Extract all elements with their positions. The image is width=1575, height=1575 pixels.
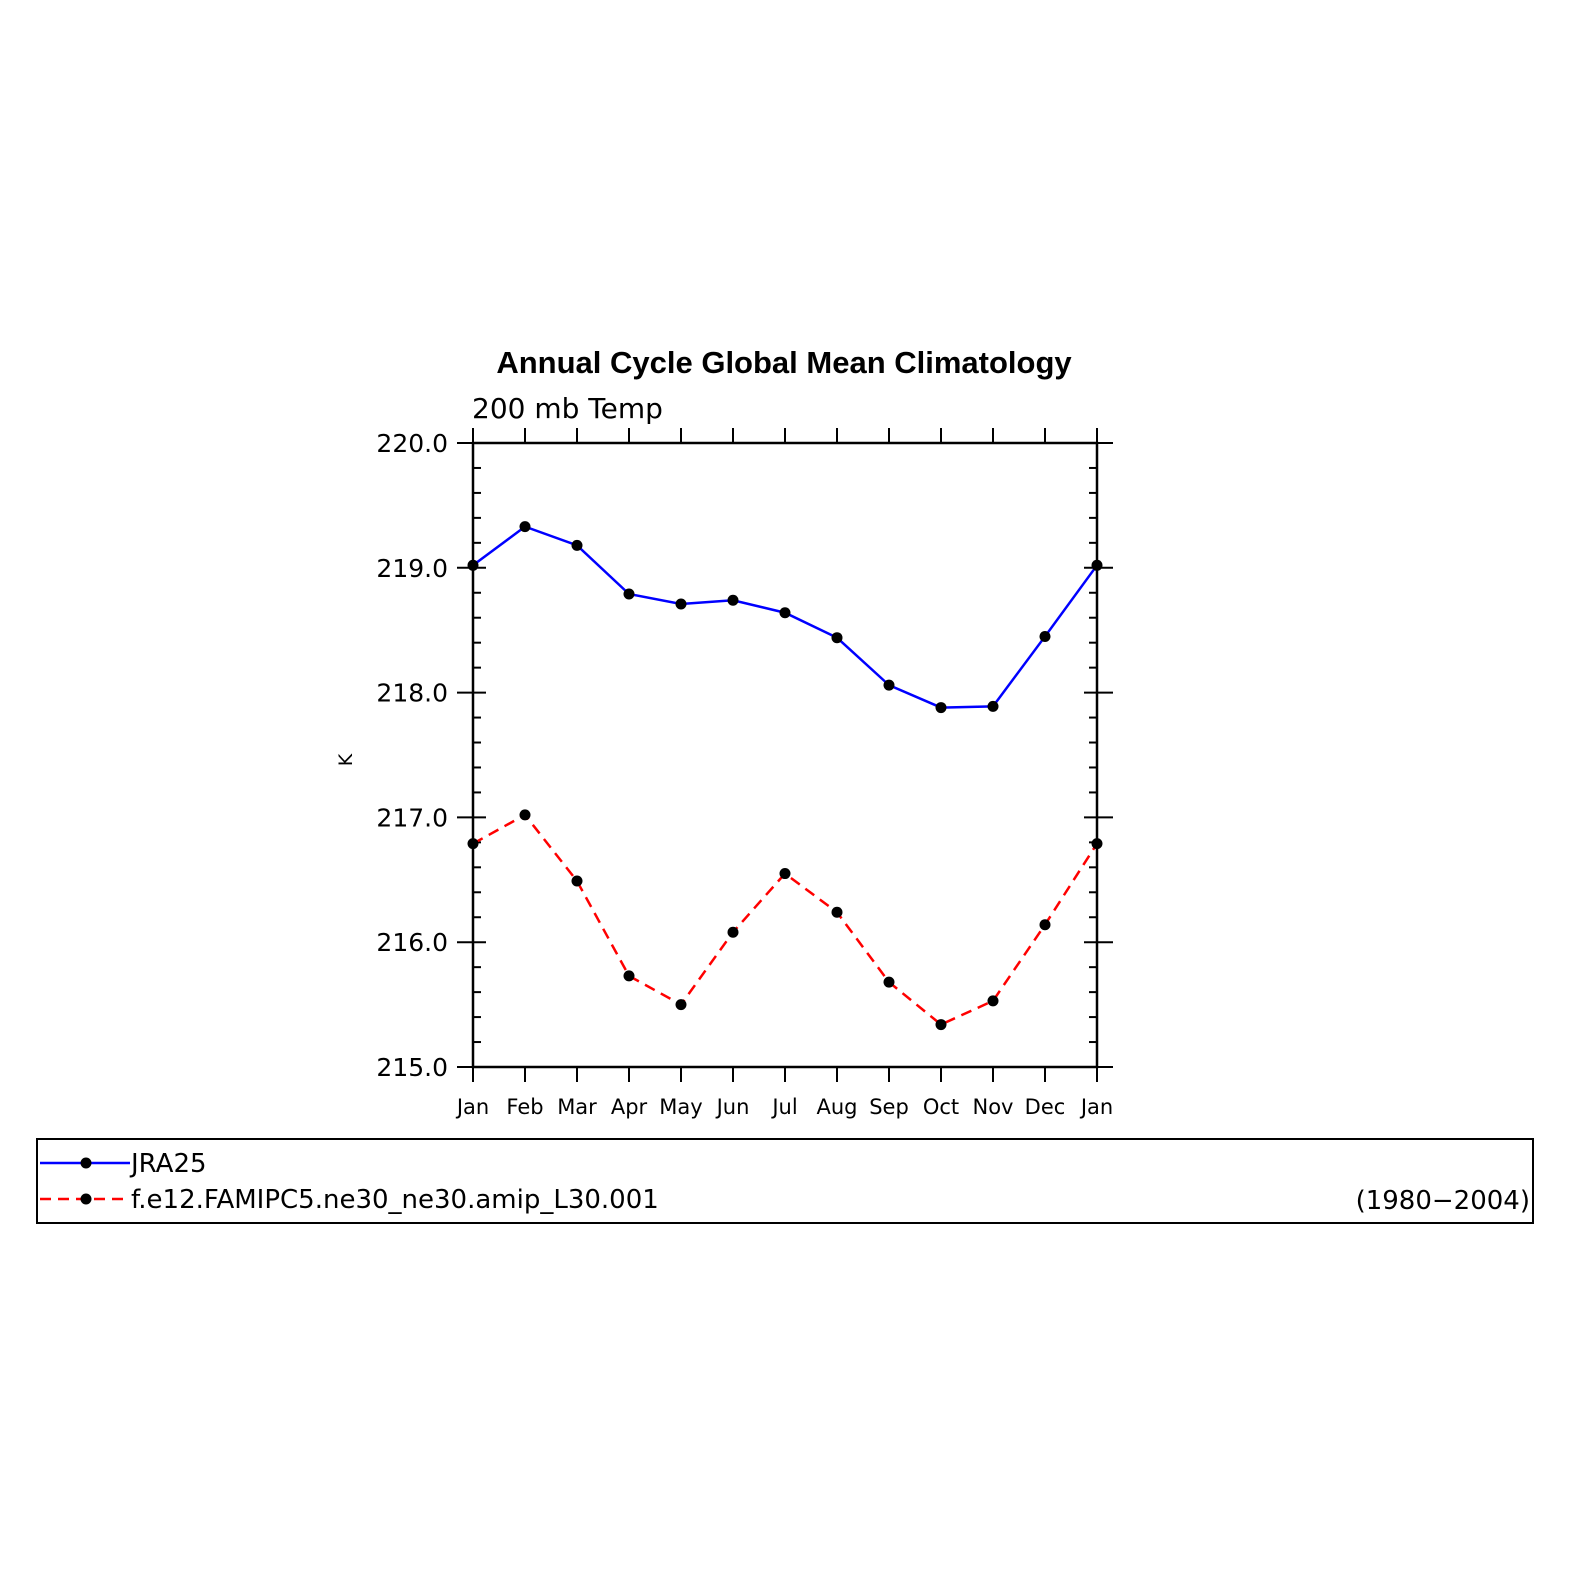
series-point-1 xyxy=(675,999,687,1011)
series-point-0 xyxy=(1091,559,1103,571)
series-point-0 xyxy=(467,559,479,571)
x-tick-labels: Jan Feb Mar Apr May Jun Jul Aug Sep Oct Nov Dec Jan xyxy=(455,1095,1113,1119)
series-point-0 xyxy=(883,679,895,691)
x-tick-label: Sep xyxy=(869,1095,909,1119)
series-point-0 xyxy=(987,700,999,712)
x-tick-label: Nov xyxy=(973,1095,1014,1119)
series-point-1 xyxy=(1091,838,1103,850)
chart-subtitle: 200 mb Temp xyxy=(472,392,663,425)
series-point-0 xyxy=(675,598,687,610)
series-point-1 xyxy=(935,1019,947,1031)
legend-swatch-marker xyxy=(80,1193,92,1205)
y-tick-label: 218.0 xyxy=(376,679,448,708)
series-layer xyxy=(467,521,1103,1031)
plot-frame xyxy=(471,441,1099,1069)
series-point-0 xyxy=(623,588,635,600)
axis-ticks xyxy=(457,428,1113,1082)
series-point-0 xyxy=(935,702,947,714)
series-point-0 xyxy=(727,594,739,606)
series-point-1 xyxy=(779,868,791,880)
y-tick-label: 215.0 xyxy=(376,1053,448,1082)
legend-period: (1980−2004) xyxy=(1356,1186,1530,1216)
x-tick-label: Dec xyxy=(1025,1095,1066,1119)
x-tick-label: Aug xyxy=(816,1095,857,1119)
series-point-0 xyxy=(779,607,791,619)
legend: JRA25 f.e12.FAMIPC5.ne30_ne30.amip_L30.00… xyxy=(36,1138,1534,1224)
series-point-1 xyxy=(883,976,895,988)
series-point-1 xyxy=(519,809,531,821)
x-tick-label: Jan xyxy=(1079,1095,1113,1119)
x-tick-label: Mar xyxy=(557,1095,597,1119)
y-tick-label: 217.0 xyxy=(376,803,448,832)
x-tick-label: Feb xyxy=(506,1095,543,1119)
x-tick-label: Apr xyxy=(611,1095,648,1119)
y-tick-labels: 215.0 216.0 217.0 218.0 219.0 220.0 xyxy=(376,429,448,1082)
legend-entries: JRA25 f.e12.FAMIPC5.ne30_ne30.amip_L30.00… xyxy=(40,1149,659,1215)
legend-label: f.e12.FAMIPC5.ne30_ne30.amip_L30.001 xyxy=(131,1185,659,1215)
y-tick-label: 220.0 xyxy=(376,429,448,458)
x-tick-label: Oct xyxy=(923,1095,959,1119)
series-point-0 xyxy=(831,632,843,644)
series-line-1 xyxy=(472,813,1099,1027)
y-axis-label: K xyxy=(335,753,357,766)
y-tick-label: 219.0 xyxy=(376,554,448,583)
series-point-1 xyxy=(571,875,583,887)
x-tick-label: Jun xyxy=(715,1095,750,1119)
series-point-1 xyxy=(987,995,999,1007)
x-tick-label: Jan xyxy=(455,1095,489,1119)
legend-swatch-marker xyxy=(80,1157,92,1169)
series-point-1 xyxy=(467,838,479,850)
series-point-0 xyxy=(519,521,531,533)
series-point-1 xyxy=(623,970,635,982)
series-point-0 xyxy=(1039,630,1051,642)
y-tick-label: 216.0 xyxy=(376,928,448,957)
series-point-1 xyxy=(727,926,739,938)
legend-label: JRA25 xyxy=(129,1149,207,1179)
x-tick-label: Jul xyxy=(770,1095,797,1119)
series-point-0 xyxy=(571,539,583,551)
x-tick-label: May xyxy=(659,1095,702,1119)
series-point-1 xyxy=(1039,919,1051,931)
chart-title: Annual Cycle Global Mean Climatology xyxy=(496,345,1072,380)
legend-box xyxy=(36,1138,1534,1224)
series-point-1 xyxy=(831,906,843,918)
